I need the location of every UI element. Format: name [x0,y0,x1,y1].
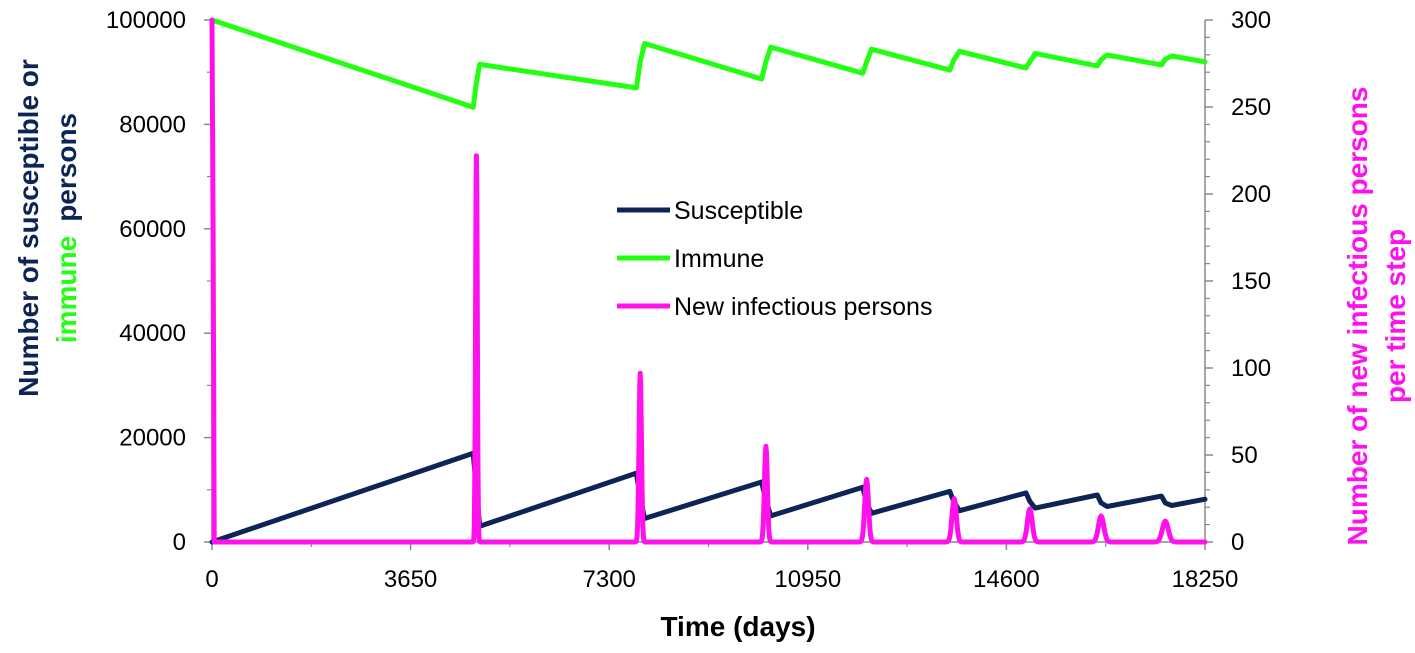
right-axis-title: Number of new infectious persons per tim… [1342,87,1411,546]
right-tick-label: 0 [1231,529,1244,556]
x-tick-label: 0 [205,566,218,593]
left-tick-label: 0 [173,529,186,556]
left-tick-label: 100000 [106,7,186,34]
legend-item-susceptible: Susceptible [617,197,803,225]
new-infectious-line [209,17,1208,545]
left-tick-label: 20000 [119,425,186,452]
left-axis-title-line2: immune persons [51,113,82,343]
immune-word: immune [51,236,82,343]
right-tick-label: 150 [1231,268,1271,295]
persons-word: persons [51,113,82,222]
x-tick-label: 18250 [1172,566,1239,593]
x-axis-title: Time (days) [660,611,815,642]
right-tick-label: 100 [1231,355,1271,382]
x-tick-label: 14600 [973,566,1040,593]
left-tick-label: 40000 [119,320,186,347]
right-axis-title-line2: per time step [1380,229,1411,403]
right-axis-title-line1: Number of new infectious persons [1342,87,1373,546]
right-tick-label: 50 [1231,442,1258,469]
left-tick-label: 60000 [119,216,186,243]
axes [204,19,1213,550]
legend-label: Susceptible [674,197,803,225]
left-axis-title: Number of susceptible or immune persons [13,59,82,397]
right-tick-label: 200 [1231,181,1271,208]
immune-line [209,17,1208,110]
legend-label: Immune [674,245,764,273]
right-tick-label: 300 [1231,7,1271,34]
x-tick-label: 3650 [384,566,437,593]
x-tick-label: 10950 [774,566,841,593]
right-tick-label: 250 [1231,94,1271,121]
left-axis-title-line1: Number of susceptible or [13,59,44,397]
susceptible-line [209,450,1208,545]
left-tick-label: 80000 [119,111,186,138]
legend-item-new-infectious: New infectious persons [617,293,932,321]
legend-item-immune: Immune [617,245,764,273]
legend-label: New infectious persons [674,293,932,321]
legend: Susceptible Immune New infectious persons [617,197,932,321]
ticks-layer: 0 20000 40000 60000 80000 100000 0 50 100 150 200 2… [106,7,1271,593]
x-tick-label: 7300 [583,566,636,593]
series-layer [209,17,1208,545]
